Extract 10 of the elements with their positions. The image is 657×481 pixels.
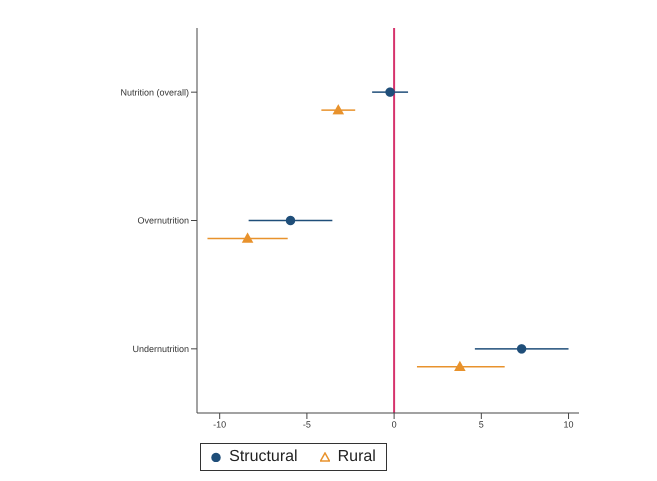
x-tick-label: -10 bbox=[213, 419, 226, 430]
x-tick-label: 10 bbox=[564, 419, 574, 430]
y-tick-label: Nutrition (overall) bbox=[120, 87, 189, 98]
y-tick-label: Undernutrition bbox=[132, 344, 189, 354]
x-tick-label: 5 bbox=[478, 419, 484, 430]
x-tick-label: 0 bbox=[392, 419, 397, 430]
legend-label: Rural bbox=[338, 448, 376, 466]
legend-label: Structural bbox=[229, 448, 298, 466]
y-tick-label: Overnutrition bbox=[137, 216, 189, 226]
x-tick-label: -5 bbox=[302, 419, 311, 430]
